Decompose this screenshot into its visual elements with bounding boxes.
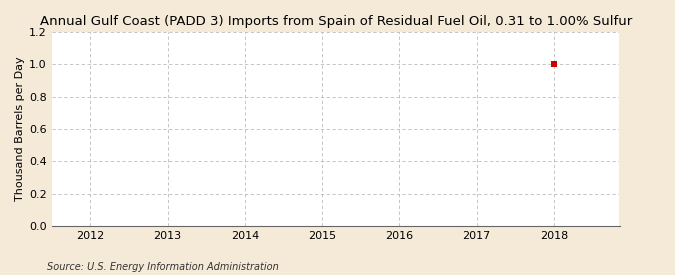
Text: Source: U.S. Energy Information Administration: Source: U.S. Energy Information Administ… <box>47 262 279 272</box>
Y-axis label: Thousand Barrels per Day: Thousand Barrels per Day <box>15 57 25 201</box>
Title: Annual Gulf Coast (PADD 3) Imports from Spain of Residual Fuel Oil, 0.31 to 1.00: Annual Gulf Coast (PADD 3) Imports from … <box>40 15 632 28</box>
Point <box>549 62 560 67</box>
